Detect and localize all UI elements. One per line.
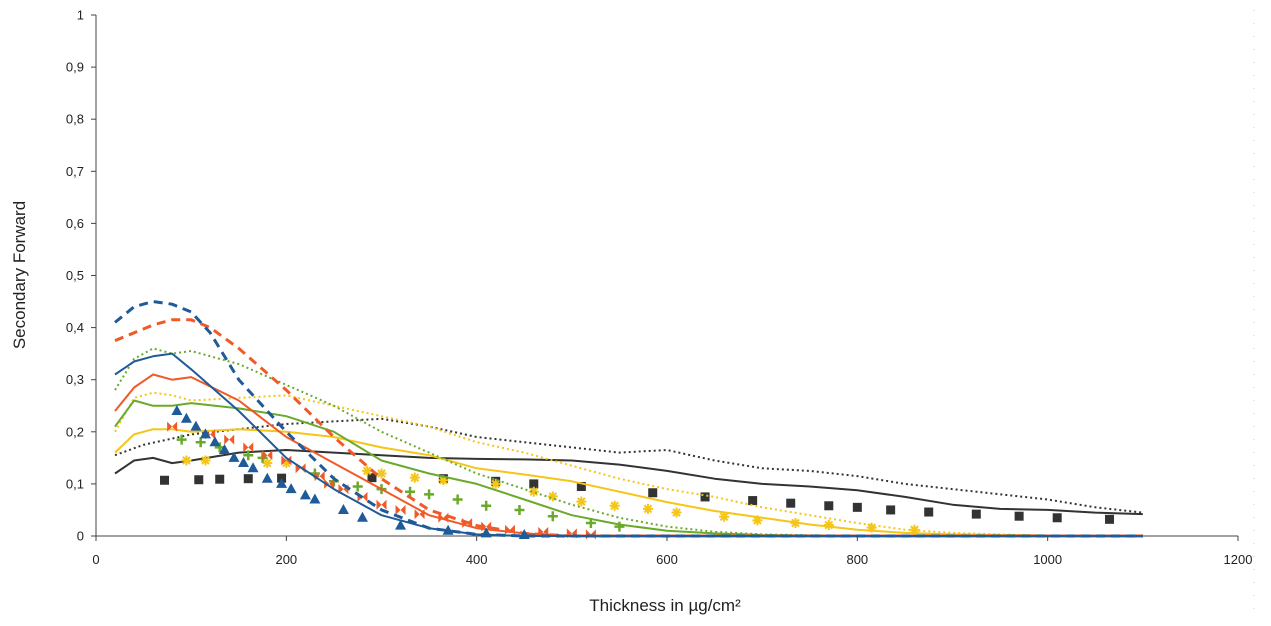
data-point-bowtie xyxy=(396,505,401,515)
series-line xyxy=(115,302,1143,537)
data-point-bowtie xyxy=(401,505,406,515)
y-tick-label: 0,8 xyxy=(66,112,84,127)
data-point-star xyxy=(672,508,682,518)
data-point-star xyxy=(719,512,729,522)
data-point-star xyxy=(643,504,653,514)
series-line xyxy=(115,401,1143,537)
data-point-bowtie xyxy=(382,500,387,510)
series-9 xyxy=(115,320,1143,536)
y-tick-label: 0,6 xyxy=(66,216,84,231)
y-tick-label: 0,2 xyxy=(66,424,84,439)
series-7 xyxy=(115,401,1143,537)
data-point-star xyxy=(790,518,800,528)
data-point-star xyxy=(909,525,919,535)
data-point-bowtie xyxy=(510,525,515,535)
data-point-star xyxy=(262,458,272,468)
y-tick-label: 0,4 xyxy=(66,320,84,335)
data-point-square xyxy=(160,476,169,485)
data-point-triangle xyxy=(248,462,259,472)
data-point-plus xyxy=(196,437,206,447)
data-point-bowtie xyxy=(591,529,596,539)
x-tick-label: 800 xyxy=(846,552,868,567)
data-point-bowtie xyxy=(229,435,234,445)
data-point-star xyxy=(752,515,762,525)
y-axis-title: Secondary Forward xyxy=(10,201,29,349)
data-point-bowtie xyxy=(586,529,591,539)
data-point-triangle xyxy=(286,483,297,493)
data-point-square xyxy=(786,499,795,508)
data-point-plus xyxy=(481,501,491,511)
data-point-bowtie xyxy=(462,518,467,528)
data-point-triangle xyxy=(181,413,192,423)
data-point-square xyxy=(748,496,757,505)
data-point-square xyxy=(194,475,203,484)
data-point-star xyxy=(548,491,558,501)
data-point-bowtie xyxy=(362,492,367,502)
data-point-triangle xyxy=(190,421,201,431)
x-tick-label: 600 xyxy=(656,552,678,567)
data-point-star xyxy=(181,455,191,465)
data-point-star xyxy=(576,497,586,507)
data-point-triangle xyxy=(309,494,320,504)
y-tick-label: 0 xyxy=(77,529,84,544)
x-tick-label: 0 xyxy=(92,552,99,567)
data-point-plus xyxy=(353,482,363,492)
data-point-plus xyxy=(405,487,415,497)
data-point-plus xyxy=(424,489,434,499)
data-point-square xyxy=(244,474,253,483)
data-point-triangle xyxy=(209,436,220,446)
series-layer xyxy=(115,302,1143,540)
x-tick-label: 400 xyxy=(466,552,488,567)
y-tick-label: 0,1 xyxy=(66,476,84,491)
data-point-square xyxy=(701,492,710,501)
y-tick-label: 0,9 xyxy=(66,60,84,75)
data-point-bowtie xyxy=(505,525,510,535)
data-point-square xyxy=(853,503,862,512)
data-point-star xyxy=(200,455,210,465)
x-tick-label: 1000 xyxy=(1033,552,1062,567)
data-point-square xyxy=(648,488,657,497)
data-point-square xyxy=(972,510,981,519)
data-point-star xyxy=(410,473,420,483)
data-point-plus xyxy=(548,511,558,521)
x-tick-label: 200 xyxy=(275,552,297,567)
y-tick-label: 0,5 xyxy=(66,268,84,283)
data-point-square xyxy=(1053,513,1062,522)
data-point-star xyxy=(610,501,620,511)
data-point-square xyxy=(886,505,895,514)
x-axis-title: Thickness in µg/cm² xyxy=(589,596,741,615)
data-point-triangle xyxy=(357,512,368,522)
series-12 xyxy=(115,302,1143,537)
data-point-square xyxy=(924,508,933,517)
data-point-triangle xyxy=(338,504,349,514)
data-point-bowtie xyxy=(443,513,448,523)
y-tick-label: 0,3 xyxy=(66,372,84,387)
data-point-plus xyxy=(177,435,187,445)
data-point-bowtie xyxy=(224,435,229,445)
data-point-star xyxy=(377,468,387,478)
data-point-triangle xyxy=(262,473,273,483)
data-point-plus xyxy=(514,505,524,515)
data-point-star xyxy=(867,523,877,533)
data-point-plus xyxy=(453,495,463,505)
series-5 xyxy=(181,455,919,534)
data-point-square xyxy=(215,475,224,484)
data-point-square xyxy=(1105,515,1114,524)
chart-frame xyxy=(96,10,1254,620)
y-tick-label: 0,7 xyxy=(66,164,84,179)
data-point-triangle xyxy=(300,489,311,499)
data-point-square xyxy=(1015,512,1024,521)
data-point-star xyxy=(491,479,501,489)
data-point-star xyxy=(824,520,834,530)
x-tick-label: 1200 xyxy=(1224,552,1253,567)
y-tick-label: 1 xyxy=(77,8,84,23)
data-point-square xyxy=(824,501,833,510)
series-line xyxy=(115,320,1143,536)
